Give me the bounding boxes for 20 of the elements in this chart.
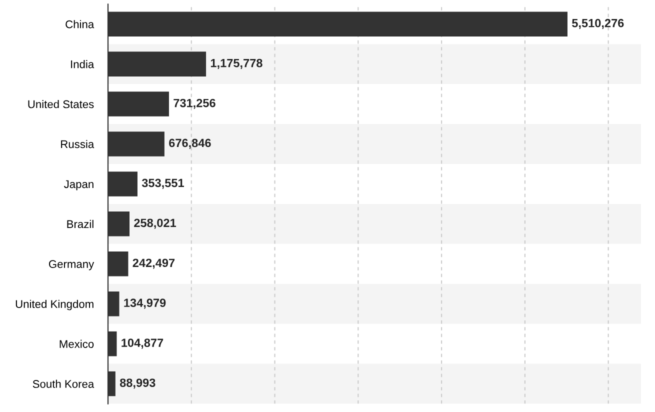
- data-label: 676,846: [169, 138, 211, 149]
- y-tick-label: Russia: [61, 140, 94, 148]
- data-label: 258,021: [134, 218, 176, 229]
- y-tick-label: Brazil: [67, 220, 94, 228]
- y-tick-label: India: [71, 60, 94, 68]
- y-tick-label: Germany: [48, 260, 94, 270]
- y-tick-label: Mexico: [60, 340, 94, 348]
- y-tick-label: Japan: [64, 180, 94, 190]
- data-label: 731,256: [174, 98, 216, 109]
- data-label: 353,551: [142, 178, 184, 189]
- y-tick-label: South Korea: [32, 380, 94, 388]
- data-label: 104,877: [122, 338, 164, 349]
- y-tick-label: United Kingdom: [16, 300, 94, 310]
- data-label: 134,979: [124, 298, 166, 309]
- y-tick-label: United States: [28, 100, 94, 108]
- data-label: 242,497: [132, 258, 175, 269]
- data-label: 1,175,778: [210, 58, 262, 69]
- y-tick-label: China: [66, 20, 94, 28]
- data-label: 5,510,276: [572, 18, 624, 29]
- data-label: 88,993: [120, 378, 156, 389]
